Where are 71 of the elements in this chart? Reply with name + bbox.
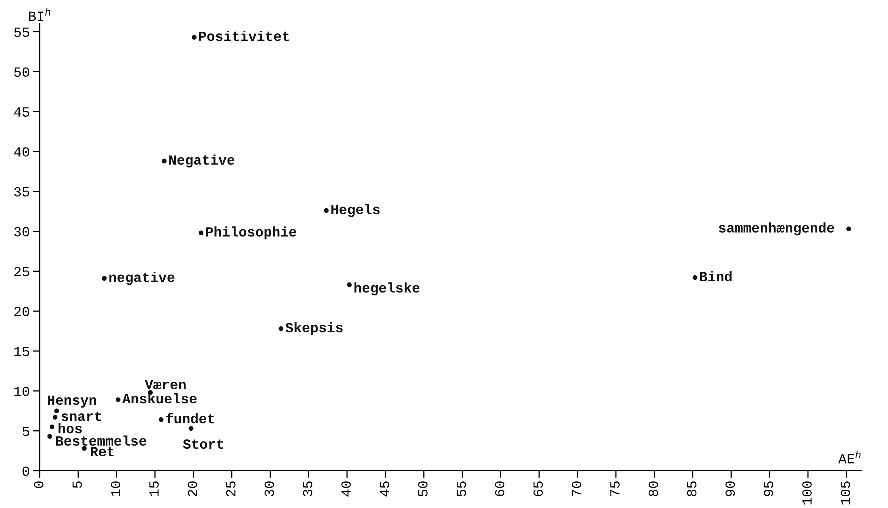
y-tick-label: 35: [14, 187, 30, 197]
point: [116, 398, 121, 402]
point: [692, 275, 698, 280]
y-tick-label: 30: [14, 227, 30, 237]
annotation: Skepsis: [286, 322, 343, 336]
x-tick-label: 20: [188, 482, 198, 496]
point: [102, 276, 107, 282]
y-tick-label: 55: [14, 28, 30, 38]
x-tick-label: 105: [840, 482, 850, 505]
x-tick-label: 70: [572, 482, 582, 496]
x-tick-label: 40: [342, 482, 352, 497]
point: [52, 415, 58, 420]
annotation: Hegels: [332, 204, 380, 218]
x-tick-label: 55: [456, 482, 466, 497]
y-tick-label: 50: [14, 68, 30, 78]
annotation: hos: [58, 423, 82, 434]
annotation: Væren: [145, 380, 186, 390]
y-tick-label: 15: [14, 347, 30, 356]
x-tick-label: 95: [764, 482, 774, 496]
point: [324, 208, 329, 214]
point: [82, 446, 87, 452]
point: [846, 226, 852, 232]
x-tick-label: 30: [264, 482, 274, 497]
x-tick-label: 5: [72, 482, 82, 488]
point: [198, 230, 204, 236]
annotation: Bind: [700, 271, 732, 282]
point: [278, 326, 284, 332]
x-tick-label: 100: [802, 482, 812, 505]
point: [48, 434, 52, 440]
point: [162, 158, 167, 164]
annotation: Stort: [183, 440, 224, 450]
x-tick-label: 80: [648, 482, 658, 496]
x-tick-label: 10: [111, 482, 121, 496]
annotation: Positivitet: [200, 31, 289, 42]
point: [50, 424, 55, 430]
x-tick-label: 45: [380, 482, 390, 497]
point: [158, 418, 164, 422]
y-tick-label: 20: [14, 307, 30, 317]
y-axis-title: BI$^{h}$: [29, 8, 51, 22]
annotation: fundet: [166, 413, 214, 424]
x-tick-label: 25: [226, 482, 236, 496]
annotation: negative: [110, 272, 175, 286]
point: [347, 282, 352, 288]
y-tick-label: 0: [22, 466, 30, 476]
annotation: Negative: [170, 154, 235, 168]
y-tick-label: 10: [14, 386, 30, 396]
y-tick-label: 5: [22, 426, 30, 436]
x-tick-label: 90: [726, 482, 736, 496]
annotation: Ret: [91, 447, 114, 457]
x-axis-title: AE$^{h}$: [838, 450, 861, 464]
point: [54, 408, 60, 414]
annotation: Philosophie: [206, 226, 296, 240]
x-tick-label: 15: [150, 482, 159, 496]
point: [188, 426, 194, 432]
x-tick-label: 60: [495, 482, 505, 496]
y-tick-label: 25: [14, 267, 30, 277]
y-tick-label: 40: [14, 147, 30, 157]
point: [192, 35, 197, 40]
x-tick-label: 50: [418, 482, 428, 497]
annotation: Bestemmelse: [56, 436, 147, 446]
x-tick-label: 75: [610, 482, 620, 496]
y-tick-label: 45: [14, 108, 30, 117]
annotation: hegelske: [354, 282, 420, 296]
annotation: sammenhængende: [719, 222, 834, 236]
annotation: Anskuelse: [122, 393, 197, 404]
annotation: snart: [62, 412, 102, 422]
x-tick-label: 85: [687, 482, 697, 496]
x-tick-label: 65: [534, 482, 544, 496]
x-tick-label: 35: [303, 482, 313, 497]
annotation: Hensyn: [48, 396, 96, 408]
x-tick-label: 0: [34, 482, 44, 488]
